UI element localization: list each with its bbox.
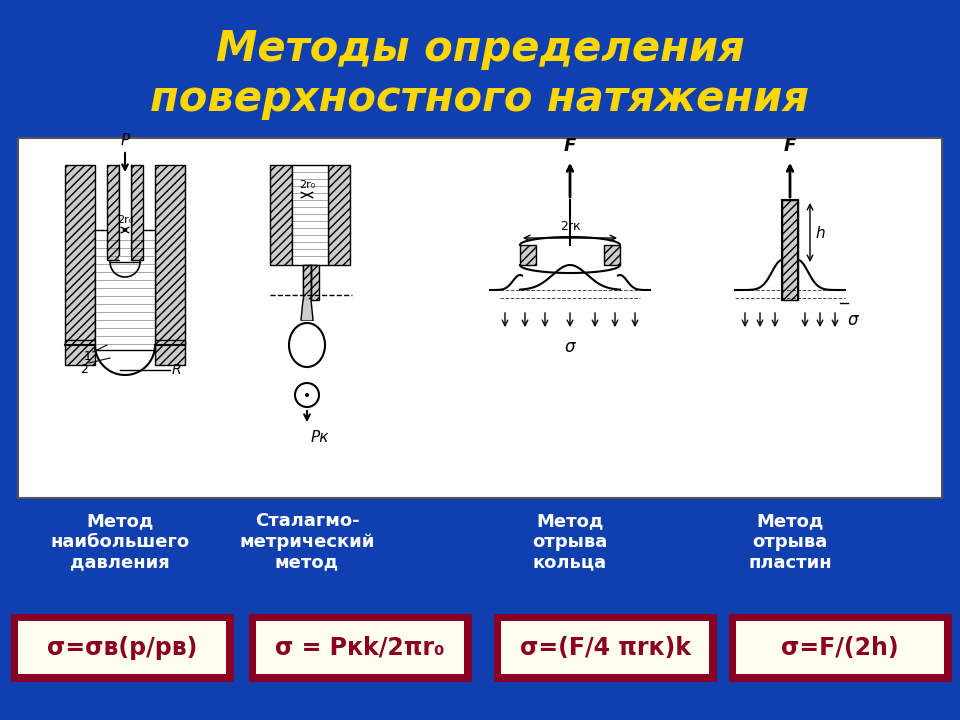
Bar xyxy=(65,340,95,365)
Bar xyxy=(311,265,319,300)
Bar xyxy=(18,138,942,498)
Bar xyxy=(155,165,185,345)
Text: σ=σв(p/pв): σ=σв(p/pв) xyxy=(47,636,197,660)
Bar xyxy=(107,165,119,260)
Text: Методы определения: Методы определения xyxy=(216,28,744,70)
Text: 2: 2 xyxy=(80,363,88,376)
Bar xyxy=(256,621,464,674)
Bar xyxy=(250,615,470,680)
Text: 2rк: 2rк xyxy=(560,220,580,233)
Text: σ=F/(2h): σ=F/(2h) xyxy=(781,636,899,660)
Bar xyxy=(730,615,950,680)
Bar xyxy=(131,165,143,260)
Text: R: R xyxy=(172,363,181,377)
Text: Сталагмо-
метрический
метод: Сталагмо- метрический метод xyxy=(239,512,374,572)
Bar xyxy=(782,200,798,300)
Bar xyxy=(292,165,328,265)
Polygon shape xyxy=(301,300,313,320)
Text: σ=(F/4 πrк)k: σ=(F/4 πrк)k xyxy=(519,636,690,660)
Bar xyxy=(270,165,292,265)
Bar xyxy=(18,621,226,674)
Bar xyxy=(736,621,944,674)
Bar xyxy=(604,245,620,265)
Text: F: F xyxy=(564,137,576,155)
Text: σ = Pкk/2πr₀: σ = Pкk/2πr₀ xyxy=(276,636,444,660)
Text: поверхностного натяжения: поверхностного натяжения xyxy=(151,78,809,120)
Text: Метод
отрыва
пластин: Метод отрыва пластин xyxy=(748,512,831,572)
Text: Pк: Pк xyxy=(311,430,329,445)
Text: Метод
наибольшего
давления: Метод наибольшего давления xyxy=(51,512,189,572)
Bar xyxy=(303,265,311,300)
Bar xyxy=(520,245,536,265)
Bar xyxy=(65,165,95,345)
Bar xyxy=(155,340,185,365)
Text: P: P xyxy=(120,133,130,148)
Text: σ: σ xyxy=(848,311,858,329)
Bar xyxy=(303,265,311,295)
Bar xyxy=(119,165,131,260)
Text: h: h xyxy=(815,225,825,240)
Circle shape xyxy=(305,393,309,397)
Bar xyxy=(12,615,232,680)
Bar xyxy=(328,165,350,265)
Bar xyxy=(309,265,317,295)
Bar xyxy=(95,230,155,350)
Polygon shape xyxy=(289,323,325,367)
Text: 1: 1 xyxy=(84,350,92,363)
Bar xyxy=(495,615,715,680)
Text: σ: σ xyxy=(564,338,575,356)
Bar xyxy=(501,621,709,674)
Text: 2r₀: 2r₀ xyxy=(117,215,133,225)
Text: F: F xyxy=(784,137,796,155)
Circle shape xyxy=(295,383,319,407)
Text: Метод
отрыва
кольца: Метод отрыва кольца xyxy=(533,512,608,572)
Polygon shape xyxy=(110,262,140,277)
Text: 2r₀: 2r₀ xyxy=(299,180,315,190)
